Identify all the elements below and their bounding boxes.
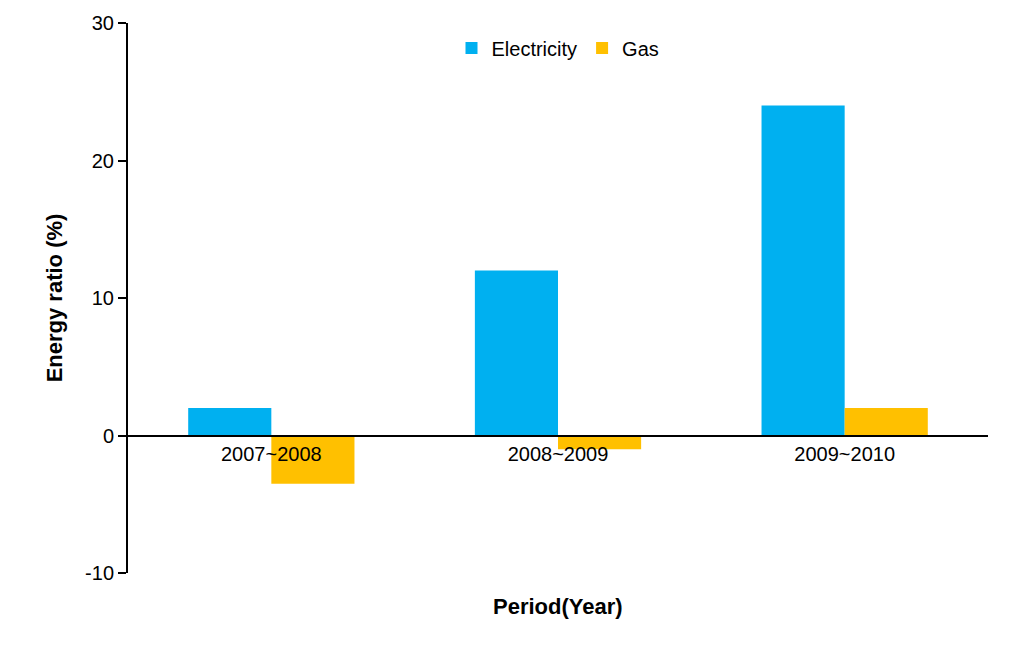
- svg-text:Electricity: Electricity: [492, 38, 578, 60]
- svg-text:Period(Year): Period(Year): [493, 594, 623, 619]
- svg-text:0: 0: [103, 425, 114, 447]
- svg-text:2008~2009: 2008~2009: [508, 443, 609, 465]
- svg-text:2009~2010: 2009~2010: [794, 443, 895, 465]
- svg-text:Energy ratio (%): Energy ratio (%): [42, 214, 67, 383]
- svg-text:30: 30: [92, 12, 114, 34]
- svg-text:20: 20: [92, 150, 114, 172]
- svg-text:10: 10: [92, 287, 114, 309]
- svg-text:Gas: Gas: [622, 38, 659, 60]
- svg-text:2007~2008: 2007~2008: [221, 443, 322, 465]
- svg-text:-10: -10: [85, 562, 114, 584]
